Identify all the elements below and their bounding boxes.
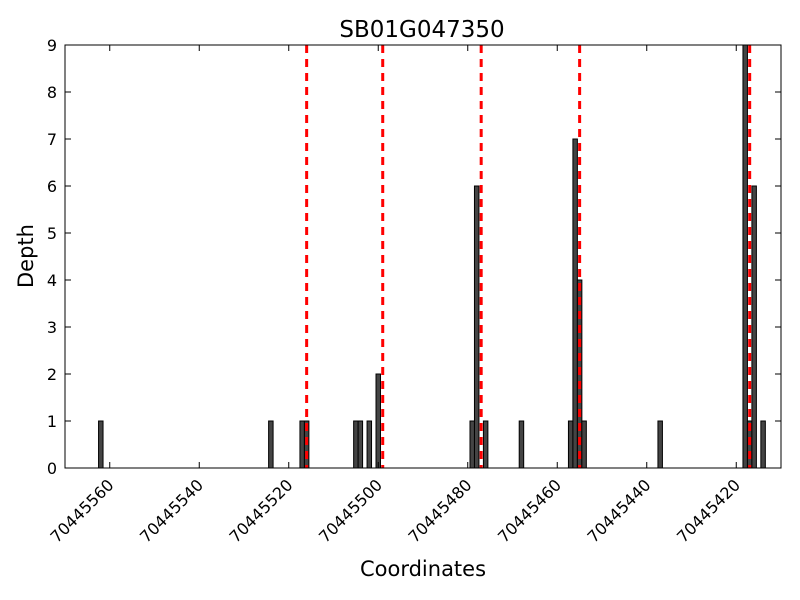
depth-bar	[572, 138, 578, 469]
depth-bar	[742, 44, 748, 469]
y-tick-label: 3	[47, 318, 57, 337]
depth-bar	[482, 420, 489, 469]
x-tick-label: 70445460	[494, 475, 565, 546]
depth-bar	[473, 185, 480, 469]
depth-bar	[760, 420, 766, 469]
depth-bar	[366, 420, 373, 469]
x-tick-label: 70445480	[405, 475, 476, 546]
depth-bar	[567, 420, 574, 469]
x-axis-title: Coordinates	[360, 557, 486, 581]
x-tick-label: 70445420	[673, 475, 744, 546]
y-tick-label: 4	[47, 271, 57, 290]
y-tick-label: 8	[47, 83, 57, 102]
x-tick-label: 70445560	[47, 475, 118, 546]
depth-bar	[353, 420, 359, 469]
depth-bar	[518, 420, 525, 469]
y-tick-label: 6	[47, 177, 57, 196]
x-tick-label: 70445500	[315, 475, 386, 546]
depth-bar	[98, 420, 104, 469]
depth-bar	[357, 420, 364, 469]
depth-bar	[268, 420, 274, 469]
y-tick-label: 7	[47, 130, 57, 149]
x-tick-label: 70445540	[136, 475, 207, 546]
chart-title: SB01G047350	[339, 17, 504, 43]
reference-lines-layer	[305, 45, 752, 468]
depth-bar	[751, 185, 757, 469]
depth-bar	[299, 420, 305, 469]
x-tick-label: 70445520	[226, 475, 297, 546]
depth-bar	[469, 420, 475, 469]
x-axis-ticks: 70445560 70445540 70445520 70445500 70445480…	[47, 45, 744, 546]
y-tick-label: 0	[47, 459, 57, 478]
y-axis-title: Depth	[14, 224, 38, 288]
y-tick-label: 2	[47, 365, 57, 384]
depth-bar	[581, 420, 587, 469]
y-axis-ticks: 0 1 2 3 4 5 6 7 8 9	[47, 36, 781, 478]
y-tick-label: 9	[47, 36, 57, 55]
x-tick-label: 70445440	[584, 475, 655, 546]
depth-bar	[375, 373, 381, 469]
depth-bar	[657, 420, 663, 469]
y-tick-label: 1	[47, 412, 57, 431]
bars-layer	[98, 44, 766, 469]
plot-frame	[64, 44, 782, 469]
y-tick-label: 5	[47, 224, 57, 243]
